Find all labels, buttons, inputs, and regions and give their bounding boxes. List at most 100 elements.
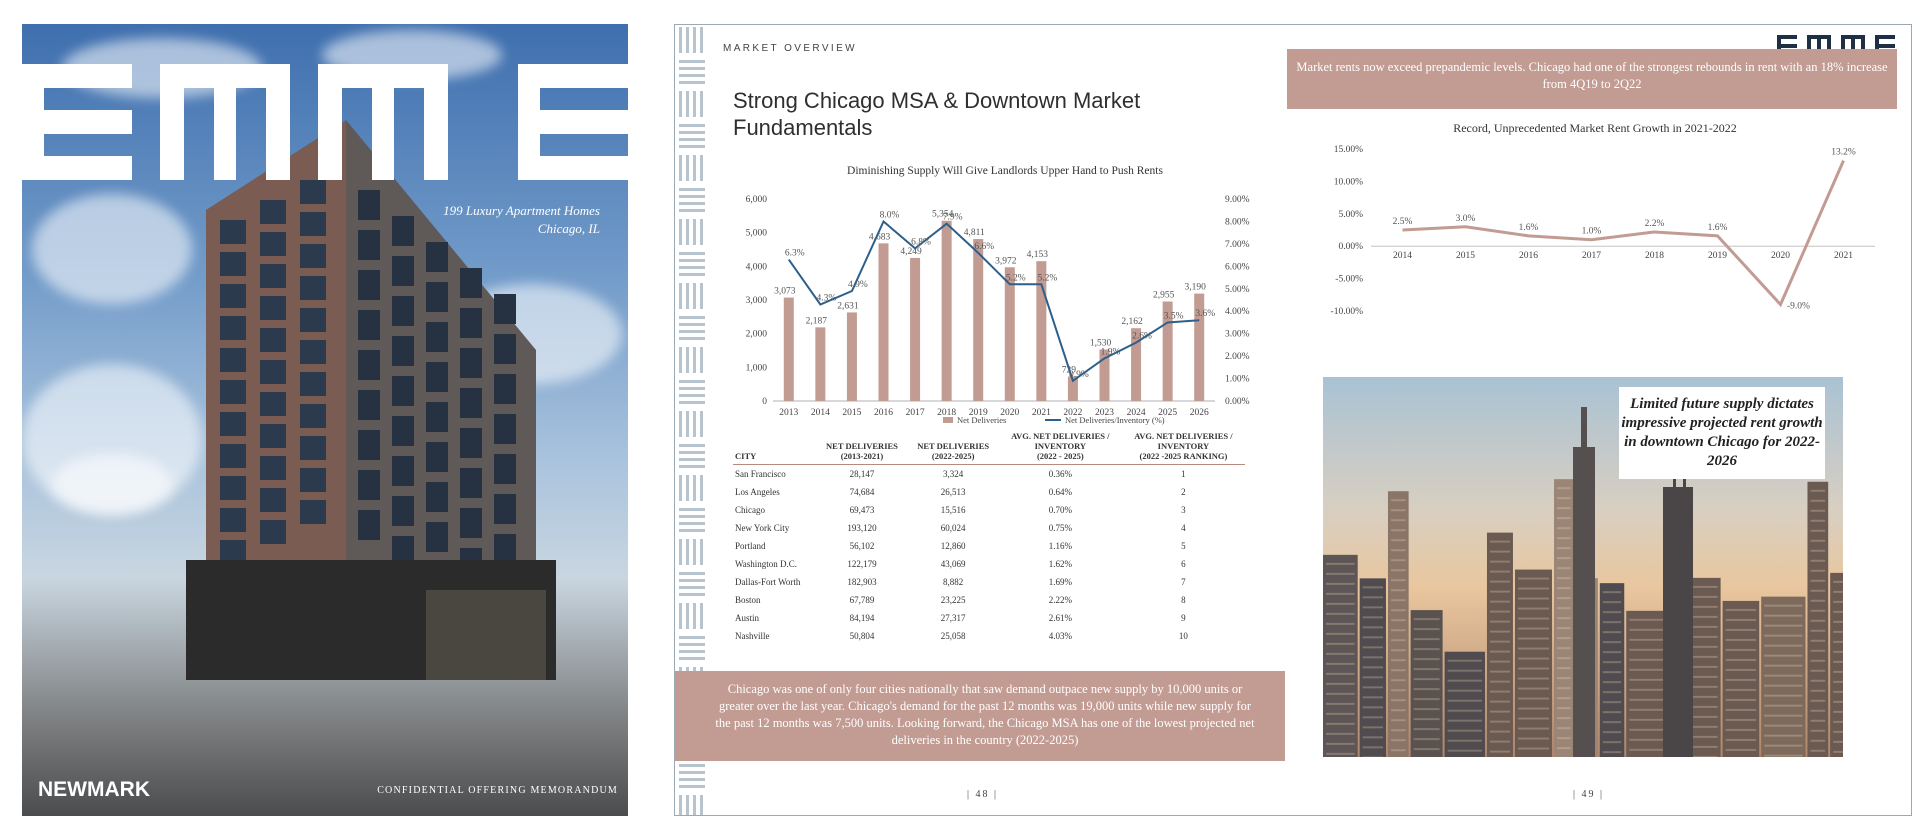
table-cell: 50,804 [849,631,875,641]
table-cell: 0.70% [1048,505,1072,515]
table-cell-city: Austin [735,613,760,623]
table-cell: 1.69% [1048,577,1072,587]
line-data-label: 8.0% [880,210,900,220]
line-deliveries-inventory [787,219,1200,383]
x-tick-label: 2014 [1393,251,1412,261]
table-cell: 27,317 [940,613,966,623]
y2-tick-label: 4.00% [1225,307,1250,317]
x-tick-label: 2025 [1158,408,1177,418]
y-tick-label: 5.00% [1338,210,1363,220]
point-data-label: 2.5% [1393,217,1413,227]
y2-tick-label: 2.00% [1225,352,1250,362]
table-cell: 23,225 [940,595,966,605]
table-row: Los Angeles 74,684 26,513 0.64% 2 [733,483,1245,501]
x-tick-label: 2023 [1095,408,1114,418]
table-cell: 8 [1181,595,1186,605]
x-tick-label: 2022 [1063,408,1082,418]
table-cell: 4 [1181,523,1186,533]
table-cell: 67,789 [849,595,875,605]
y-tick-label: -10.00% [1331,307,1364,317]
table-cell-city: Washington D.C. [735,559,798,569]
table-cell: 1.62% [1048,559,1072,569]
table-row: Austin 84,194 27,317 2.61% 9 [733,609,1245,627]
line-data-label: 1.9% [1101,347,1121,357]
table-cell-city: Portland [735,541,766,551]
table-row: Dallas-Fort Worth 182,903 8,882 1.69% 7 [733,573,1245,591]
x-tick-label: 2019 [1708,251,1727,261]
x-tick-label: 2016 [1519,251,1538,261]
table-cell: 9 [1181,613,1186,623]
x-tick-label: 2018 [937,408,956,418]
bar-net-deliveries [1036,261,1047,401]
x-tick-label: 2014 [811,408,830,418]
table-header: NET DELIVERIES (2013-2021) [816,429,908,465]
bar-data-label: 3,972 [995,256,1017,266]
line-data-label: 3.5% [1164,311,1184,321]
table-row: Nashville 50,804 25,058 4.03% 10 [733,627,1245,645]
table-cell-city: Nashville [735,631,770,641]
x-tick-label: 2020 [1771,251,1790,261]
table-cell: 25,058 [940,631,966,641]
rent-growth-chart: -10.00% -5.00% 0.00% 5.00% 10.00% 15.00% 2014 2… [1331,145,1875,317]
x-tick-label: 2015 [842,408,861,418]
table-row: Chicago 69,473 15,516 0.70% 3 [733,501,1245,519]
x-tick-label: 2026 [1190,408,1209,418]
legend-swatch-net-deliveries [943,417,953,423]
table-cell: 7 [1181,577,1186,587]
y-tick-label: -5.00% [1335,275,1363,285]
bar-data-label: 4,683 [869,232,891,242]
line-data-label: 5.2% [1037,273,1057,283]
table-cell: 84,194 [849,613,875,623]
cover-page: 199 Luxury Apartment Homes Chicago, IL N… [22,24,628,816]
y-tick-label: 5,000 [746,229,768,239]
table-cell: 182,903 [847,577,877,587]
rent-growth-line [1402,160,1845,308]
bar-net-deliveries [878,243,889,401]
table-cell: 56,102 [849,541,875,551]
demand-note-box: Chicago was one of only four cities nati… [675,671,1285,761]
y-tick-label: 0.00% [1338,242,1363,252]
table-cell: 15,516 [940,505,966,515]
point-data-label: 1.0% [1582,227,1602,237]
table-cell: 26,513 [940,487,966,497]
x-tick-label: 2016 [874,408,893,418]
bar-net-deliveries [973,239,984,401]
section-label: MARKET OVERVIEW [723,43,857,54]
table-row: Portland 56,102 12,860 1.16% 5 [733,537,1245,555]
y2-tick-label: 1.00% [1225,375,1250,385]
bar-net-deliveries [846,312,857,401]
bar-net-deliveries [1099,349,1110,401]
point-data-label: 2.2% [1645,219,1665,229]
rent-growth-chart-title: Record, Unprecedented Market Rent Growth… [1453,121,1737,135]
table-cell: 74,684 [849,487,875,497]
table-cell: 2.61% [1048,613,1072,623]
x-tick-label: 2017 [906,408,925,418]
table-cell: 4.03% [1048,631,1072,641]
table-cell: 8,882 [943,577,964,587]
y-tick-label: 2,000 [746,330,768,340]
table-cell: 60,024 [940,523,966,533]
point-data-label: 3.0% [1456,214,1476,224]
table-cell: 0.64% [1048,487,1072,497]
line-data-label: 0.9% [1069,370,1089,380]
table-cell: 0.36% [1048,469,1072,479]
line-data-label: 6.3% [785,249,805,259]
bar-data-label: 3,190 [1185,283,1207,293]
table-cell: 12,860 [940,541,966,551]
point-data-label: 1.6% [1519,223,1539,233]
photo-caption: Limited future supply dictates impressiv… [1619,387,1825,479]
y2-tick-label: 8.00% [1225,217,1250,227]
y-tick-label: 6,000 [746,195,768,205]
bar-data-label: 5,354 [932,210,954,220]
table-cell: 3,324 [943,469,964,479]
cover-tagline: 199 Luxury Apartment Homes Chicago, IL [443,202,600,238]
line-data-label: 6.6% [974,242,994,252]
x-tick-label: 2024 [1127,408,1146,418]
x-tick-label: 2021 [1834,251,1853,261]
bar-net-deliveries [941,220,952,401]
y2-tick-label: 9.00% [1225,195,1250,205]
table-cell-city: San Francisco [735,469,786,479]
bar-net-deliveries [815,327,826,401]
bar-net-deliveries [1131,328,1142,401]
supply-chart-title: Diminishing Supply Will Give Landlords U… [847,165,1163,177]
